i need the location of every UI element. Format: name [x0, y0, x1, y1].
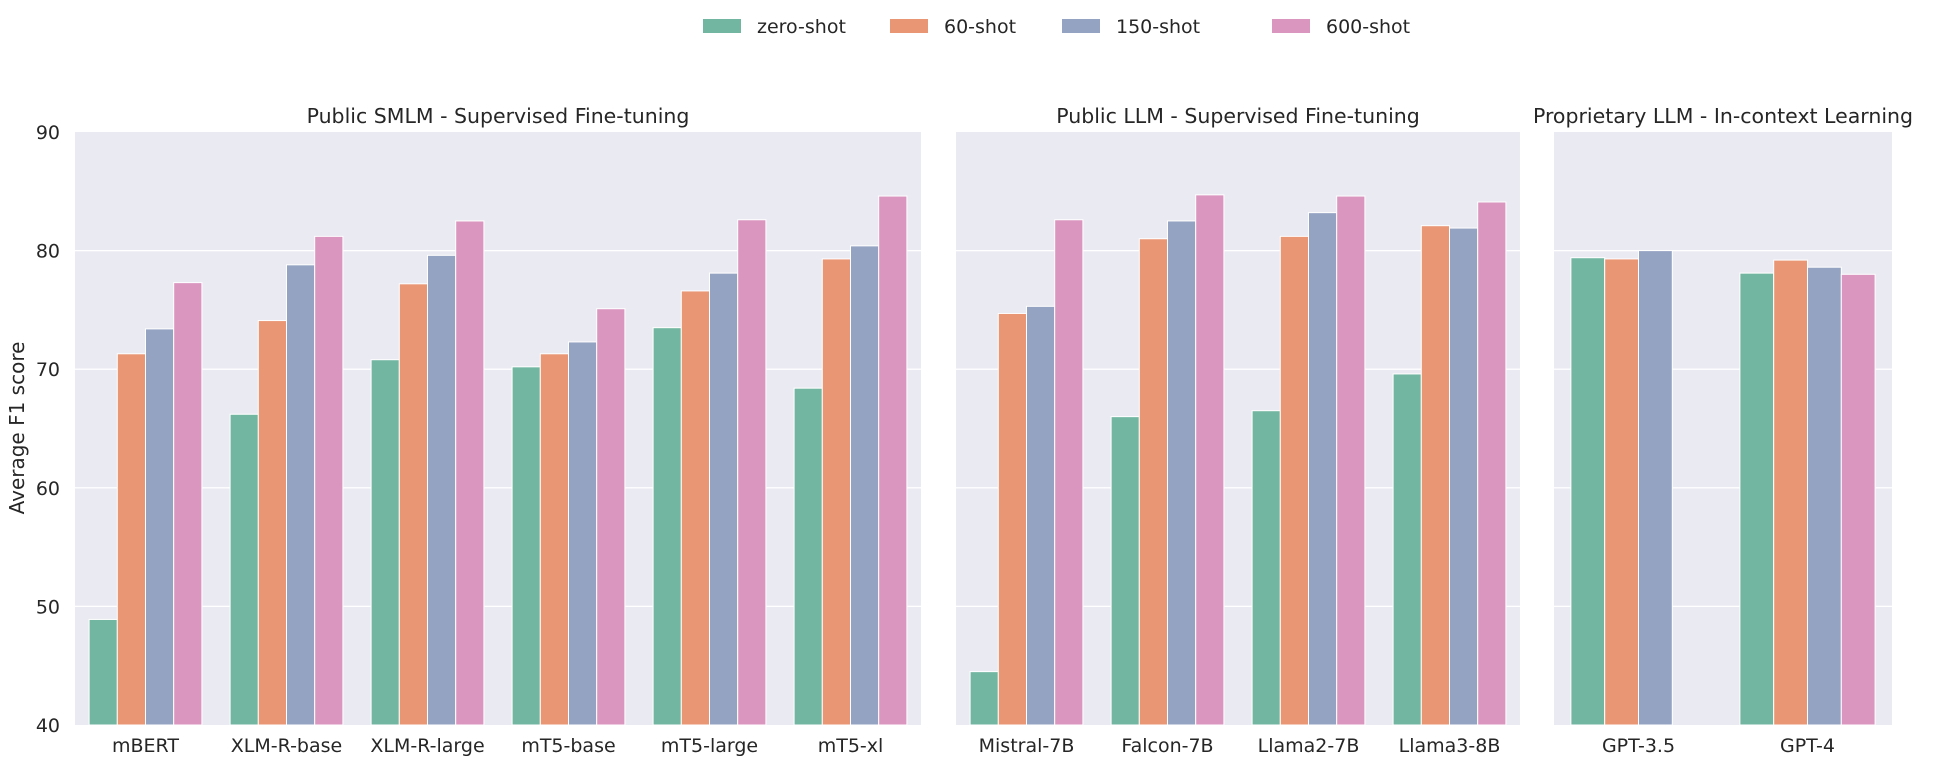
legend-item: 600-shot: [1272, 16, 1410, 38]
bar: [1449, 227, 1479, 726]
x-tick-label: mT5-large: [661, 735, 758, 757]
x-tick-label: XLM-R-base: [231, 735, 342, 757]
bar: [1477, 201, 1507, 726]
legend-label: 60-shot: [944, 16, 1016, 38]
panel-title: Public SMLM - Supervised Fine-tuning: [307, 104, 690, 128]
panels: Public SMLM - Supervised Fine-tuning mBER…: [75, 104, 1913, 757]
x-tick-label: XLM-R-large: [370, 735, 484, 757]
bar: [680, 290, 710, 726]
chart-panel: Public SMLM - Supervised Fine-tuning mBER…: [75, 104, 921, 757]
bar: [850, 245, 880, 726]
bar: [145, 328, 175, 726]
bar: [173, 282, 203, 726]
legend-item: 150-shot: [1062, 16, 1200, 38]
bar: [116, 353, 147, 726]
bar: [709, 272, 739, 726]
bar: [1807, 266, 1842, 726]
chart-panel: Proprietary LLM - In-context Learning GPT…: [1533, 104, 1913, 757]
x-tick-label: GPT-3.5: [1602, 735, 1675, 757]
panel-title: Proprietary LLM - In-context Learning: [1533, 104, 1913, 128]
x-tick-label: GPT-4: [1780, 735, 1835, 757]
bar: [1420, 225, 1451, 726]
bar: [539, 353, 569, 726]
bar: [1739, 272, 1775, 726]
bar: [1773, 259, 1808, 726]
bar: [878, 195, 908, 726]
bar: [1110, 416, 1140, 726]
bar: [455, 220, 485, 726]
bar: [229, 413, 259, 726]
legend-swatch: [1272, 19, 1310, 33]
legend-item: 60-shot: [890, 16, 1016, 38]
bar: [1308, 212, 1338, 726]
bar: [1026, 305, 1056, 726]
legend-swatch: [890, 19, 928, 33]
x-tick-label: Falcon-7B: [1121, 735, 1213, 757]
bar: [1167, 220, 1197, 726]
bar: [88, 618, 118, 726]
y-tick-label: 50: [36, 596, 60, 618]
y-tick-label: 70: [36, 359, 60, 381]
legend-label: 600-shot: [1326, 16, 1410, 38]
x-tick-label: mT5-xl: [818, 735, 884, 757]
y-axis: Average F1 score 40 50 60 70 80 90: [5, 122, 60, 737]
bar: [1638, 250, 1673, 726]
bar: [398, 283, 428, 726]
bar: [1840, 273, 1876, 726]
chart-panel: Public LLM - Supervised Fine-tuning Mistr…: [956, 104, 1520, 757]
x-tick-label: Llama2-7B: [1258, 735, 1360, 757]
y-tick-label: 80: [36, 241, 60, 263]
bar: [1251, 410, 1281, 726]
legend: zero-shot 60-shot 150-shot 600-shot: [703, 16, 1410, 38]
bar: [1570, 257, 1606, 726]
legend-label: 150-shot: [1116, 16, 1200, 38]
legend-item: zero-shot: [703, 16, 846, 38]
plot-background: [75, 132, 921, 725]
bar: [997, 312, 1027, 726]
bar: [969, 671, 999, 726]
bar: [511, 366, 541, 726]
x-tick-label: Llama3-8B: [1399, 735, 1501, 757]
y-tick-label: 90: [36, 122, 60, 144]
bar: [737, 219, 767, 726]
x-tick-label: Mistral-7B: [979, 735, 1075, 757]
bar: [1195, 194, 1225, 726]
bar: [821, 258, 851, 726]
y-tick-label: 60: [36, 478, 60, 500]
bar: [314, 235, 344, 726]
bar: [1392, 373, 1422, 726]
bar: [596, 308, 626, 726]
bar: [652, 327, 682, 726]
legend-swatch: [703, 19, 741, 33]
y-axis-label: Average F1 score: [5, 342, 29, 515]
bar: [1336, 195, 1366, 726]
bar: [793, 387, 823, 726]
bar: [427, 254, 457, 726]
panel-title: Public LLM - Supervised Fine-tuning: [1056, 104, 1420, 128]
legend-label: zero-shot: [757, 16, 846, 38]
bar: [1054, 219, 1084, 726]
x-tick-label: mT5-base: [521, 735, 615, 757]
bar: [286, 264, 316, 726]
bar: [370, 359, 400, 726]
bar: [257, 320, 287, 726]
y-tick-label: 40: [36, 715, 60, 737]
x-tick-label: mBERT: [112, 735, 179, 757]
bar: [1138, 238, 1169, 726]
bar: [1279, 235, 1310, 726]
legend-swatch: [1062, 19, 1100, 33]
bar: [1604, 258, 1639, 726]
bar: [568, 341, 598, 726]
